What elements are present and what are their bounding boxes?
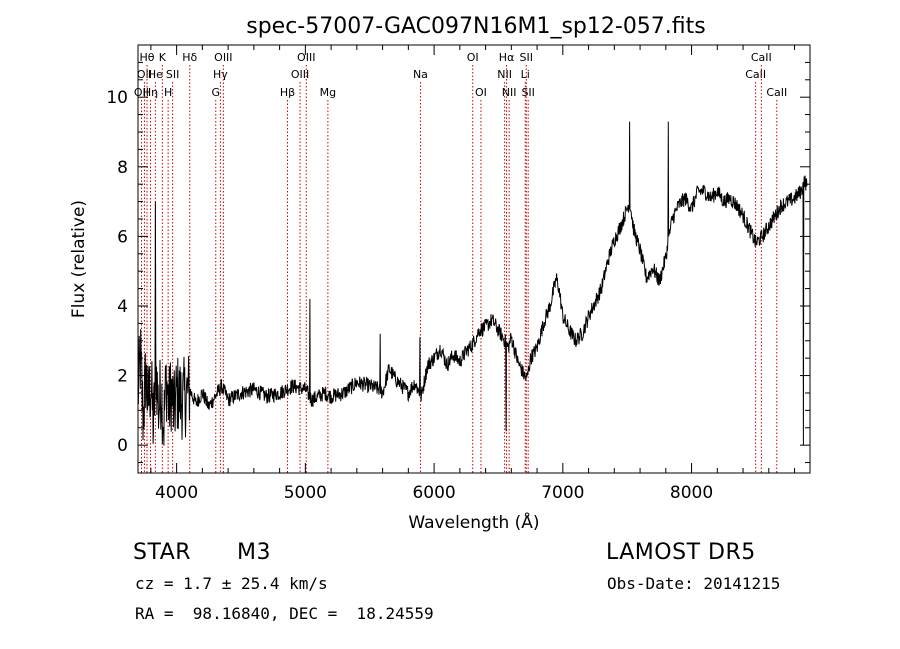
y-tick-label: 4: [117, 297, 128, 317]
survey-name: LAMOST DR5: [606, 540, 756, 565]
spectral-line-label: Hδ: [182, 51, 197, 64]
spectral-line-label: H: [164, 86, 172, 99]
spectral-line-label: Hθ: [140, 51, 155, 64]
spectral-line-label: CaII: [745, 68, 766, 81]
spectral-line-label: SII: [166, 68, 179, 81]
x-tick-label: 4000: [155, 483, 198, 503]
spectral-line-label: NII: [497, 68, 512, 81]
plot-frame: [137, 44, 811, 474]
spectral-line-label: OIII: [214, 51, 232, 64]
spectral-line-label: OIII: [297, 51, 315, 64]
y-tick-label: 8: [117, 158, 128, 178]
y-axis-label: Flux (relative): [69, 200, 89, 318]
spectral-line-label: Hβ: [280, 86, 295, 99]
y-tick-label: 2: [117, 367, 128, 387]
spectral-line-label: SII: [520, 51, 533, 64]
spectral-line-label: Hα: [499, 51, 515, 64]
chart-title: spec-57007-GAC097N16M1_sp12-057.fits: [246, 14, 706, 39]
spectral-line-label: K: [159, 51, 167, 64]
spectral-line-label: OII: [137, 68, 152, 81]
y-tick-label: 6: [117, 227, 128, 247]
spectral-lines: OIIOIIHθHηHeKHSIIHδGHγOIIIHβOIIIOIIIMgNa…: [134, 51, 787, 473]
x-axis-label: Wavelength (Å): [408, 511, 539, 533]
spectral-line-label: SII: [521, 86, 534, 99]
spectral-line-label: OIII: [291, 68, 309, 81]
spectral-line-label: Hη: [143, 86, 158, 99]
spectral-line-label: OI: [467, 51, 479, 64]
spectral-line-label: NII: [502, 86, 517, 99]
y-tick-label: 0: [117, 436, 128, 456]
object-class: STAR: [133, 540, 192, 565]
x-tick-label: 8000: [670, 483, 713, 503]
spectral-line-label: Mg: [320, 86, 336, 99]
x-tick-label: 5000: [284, 483, 327, 503]
redshift-cz: cz = 1.7 ± 25.4 km/s: [135, 574, 328, 593]
spectral-line-label: Li: [521, 68, 530, 81]
object-subclass: M3: [237, 540, 271, 565]
y-tick-label: 10: [106, 88, 128, 108]
x-axis: 4000 5000 6000 7000 8000: [150, 45, 796, 503]
spectral-line-label: Hγ: [213, 68, 228, 81]
spectral-line-label: CaII: [751, 51, 772, 64]
ra-dec: RA = 98.16840, DEC = 18.24559: [135, 604, 434, 623]
x-tick-label: 7000: [541, 483, 584, 503]
spectral-line-label: Na: [413, 68, 428, 81]
x-tick-label: 6000: [412, 483, 455, 503]
observation-date: Obs-Date: 20141215: [607, 574, 781, 593]
spectral-line-label: OI: [475, 86, 487, 99]
y-axis: 0 2 4 6 8 10: [106, 44, 810, 464]
spectrum-series-line: [138, 121, 808, 446]
spectral-line-label: He: [148, 68, 163, 81]
spectral-line-label: CaII: [766, 86, 787, 99]
spectral-line-label: G: [211, 86, 220, 99]
